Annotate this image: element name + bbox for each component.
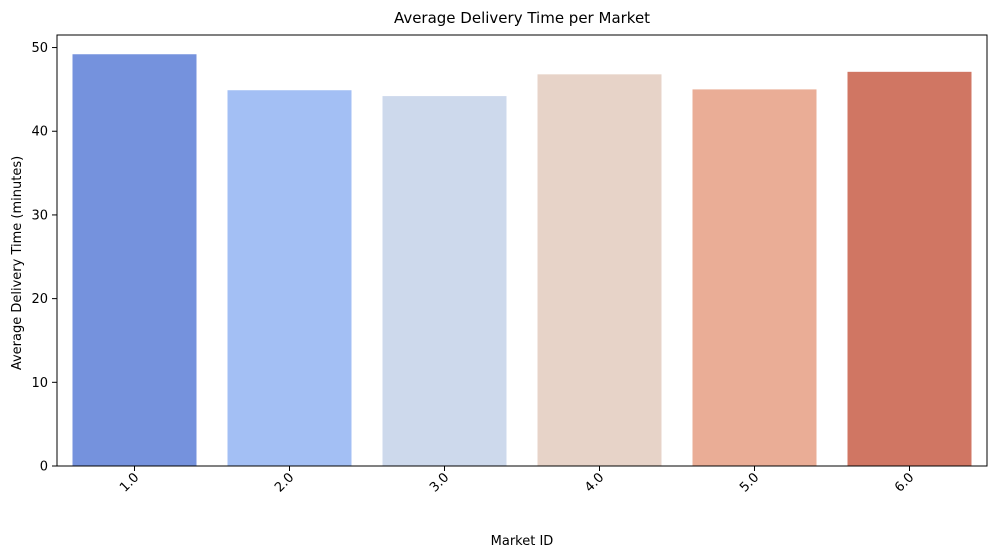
y-axis-label: Average Delivery Time (minutes) bbox=[10, 156, 25, 370]
x-tick-label-1: 2.0 bbox=[272, 470, 297, 495]
bar-4 bbox=[692, 89, 817, 466]
axes-frame bbox=[56, 34, 988, 467]
x-axis-label: Market ID bbox=[491, 534, 554, 549]
bar-1 bbox=[227, 90, 352, 466]
bar-5 bbox=[847, 71, 972, 466]
y-tick-label-3: 30 bbox=[31, 208, 48, 223]
x-tick-label-3: 4.0 bbox=[582, 470, 607, 495]
y-tick-label-5: 50 bbox=[31, 41, 48, 56]
bar-2 bbox=[382, 96, 507, 466]
x-tick-label-5: 6.0 bbox=[892, 470, 917, 495]
x-tick-label-0: 1.0 bbox=[117, 470, 142, 495]
y-tick-label-2: 20 bbox=[31, 292, 48, 307]
x-tick-label-4: 5.0 bbox=[737, 470, 762, 495]
chart-title: Average Delivery Time per Market bbox=[394, 9, 650, 27]
y-tick-label-4: 40 bbox=[31, 125, 48, 140]
bar-3 bbox=[537, 74, 662, 466]
y-tick-label-0: 0 bbox=[40, 460, 48, 475]
x-tick-label-2: 3.0 bbox=[427, 470, 452, 495]
y-tick-label-1: 10 bbox=[31, 376, 48, 391]
bar-0 bbox=[72, 54, 197, 467]
plot-area: 0 10 20 30 40 50 1.0 2.0 3.0 4.0 5.0 6.0 bbox=[31, 34, 988, 495]
